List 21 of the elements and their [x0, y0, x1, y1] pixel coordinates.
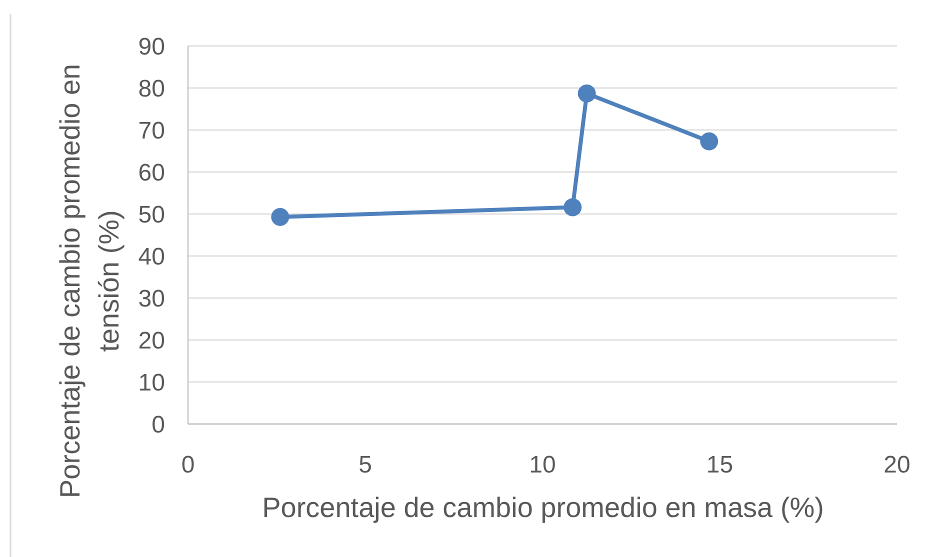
y-tick-label: 80	[138, 75, 165, 102]
y-axis-title: Porcentaje de cambio promedio en tensión (%)	[54, 64, 124, 498]
point	[578, 84, 596, 102]
y-tick-label: 50	[138, 201, 165, 228]
x-tick-label: 15	[706, 451, 734, 478]
y-tick-label: 60	[138, 159, 165, 186]
y-tick-label: 30	[138, 285, 165, 312]
y-tick-label: 20	[138, 327, 165, 354]
x-tick-label: 5	[358, 451, 372, 478]
y-tick-label: 10	[138, 369, 165, 396]
x-axis-title: Porcentaje de cambio promedio en masa (%)	[262, 492, 824, 523]
point	[564, 198, 582, 216]
y-tick-label: 40	[138, 243, 165, 270]
y-tick-label: 90	[138, 33, 165, 60]
x-tick-label: 0	[181, 451, 195, 478]
x-tick-label: 10	[529, 451, 556, 478]
point	[700, 132, 718, 150]
y-tick-label: 70	[138, 117, 165, 144]
point	[271, 208, 290, 226]
x-tick-label: 20	[884, 451, 910, 478]
y-tick-label: 0	[152, 411, 165, 438]
